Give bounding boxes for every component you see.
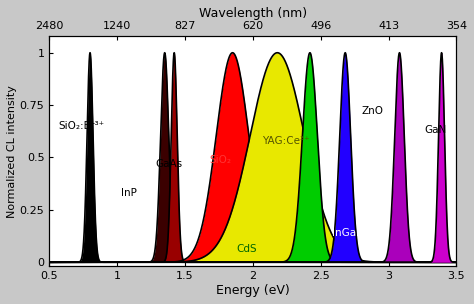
Text: SiO₂:Er³⁺: SiO₂:Er³⁺ [59,121,105,131]
Text: YAG:Ce³⁺: YAG:Ce³⁺ [263,136,310,146]
X-axis label: Energy (eV): Energy (eV) [216,284,290,297]
Text: CdS: CdS [237,244,257,254]
Text: ZnO: ZnO [362,106,383,116]
Y-axis label: Normalized CL intensity: Normalized CL intensity [7,85,17,218]
Text: InGaN: InGaN [332,228,364,238]
Text: InP: InP [121,188,137,198]
Text: GaAs: GaAs [155,159,182,169]
Text: SiO₂: SiO₂ [210,154,231,164]
X-axis label: Wavelength (nm): Wavelength (nm) [199,7,307,20]
Text: GaN: GaN [424,125,446,135]
